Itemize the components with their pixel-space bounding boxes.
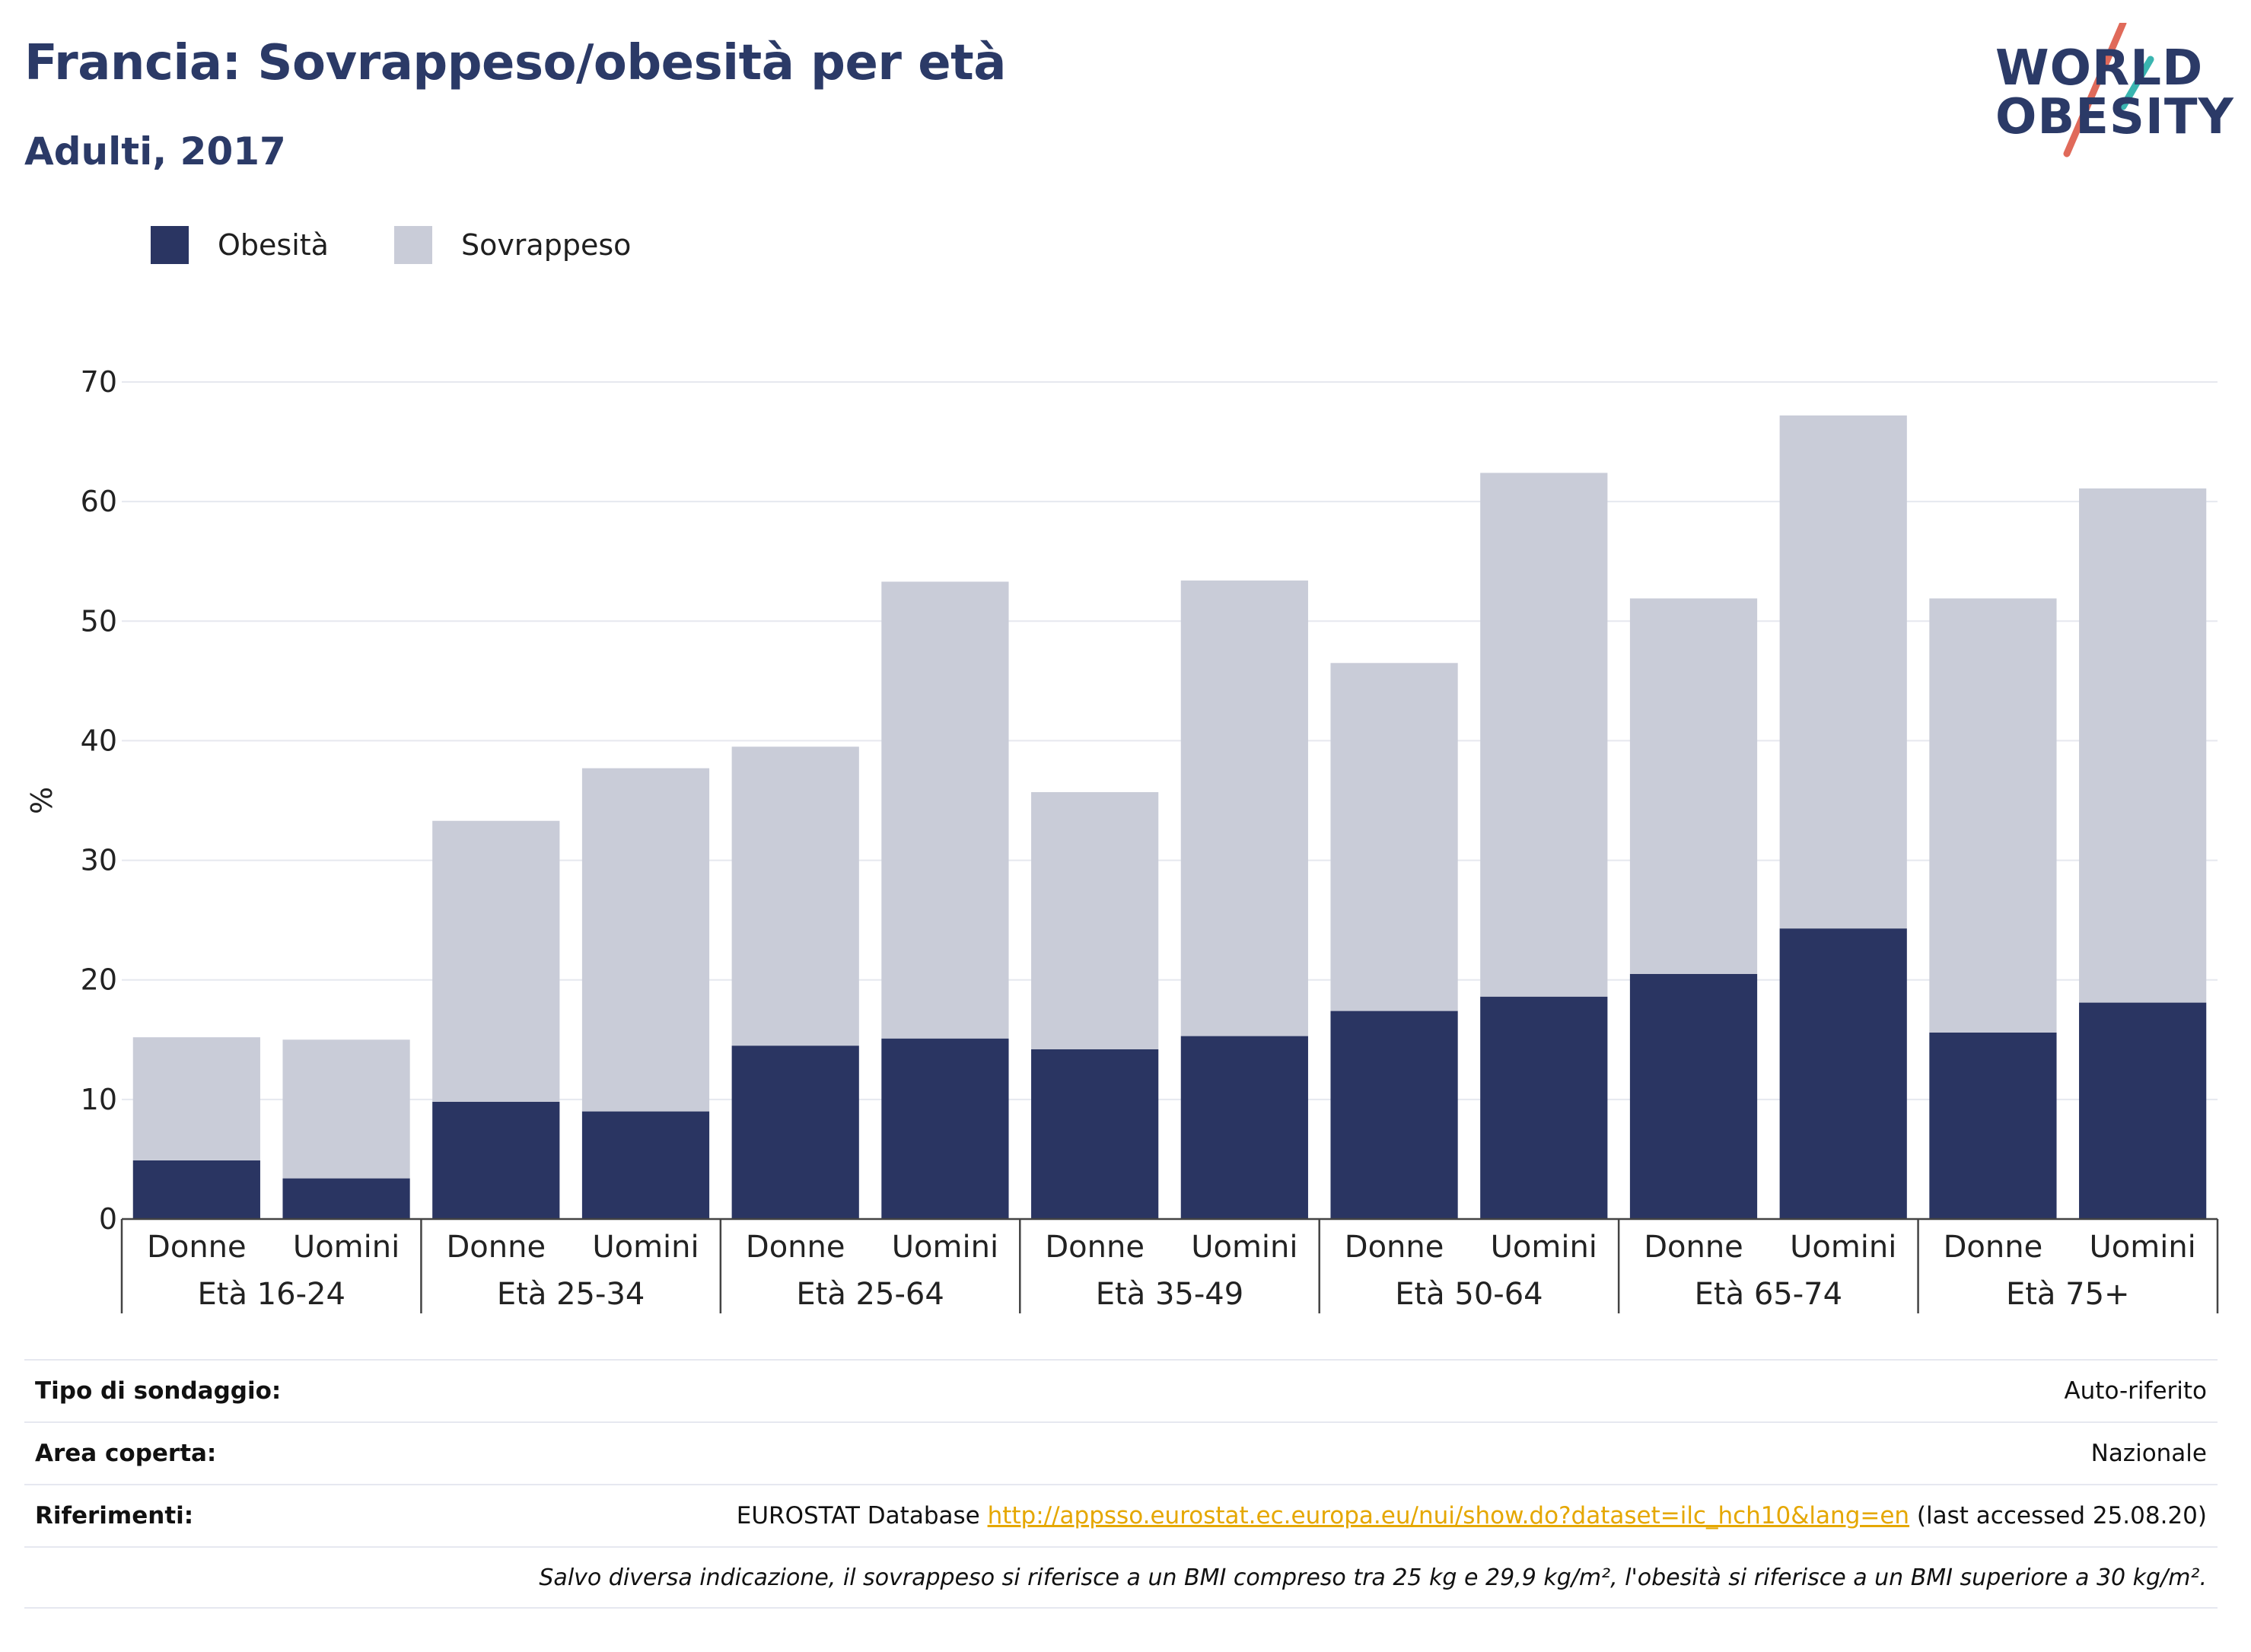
area-covered-label: Area coperta:	[35, 1440, 217, 1467]
bar-obesity	[881, 1038, 1009, 1219]
area-covered-value: Nazionale	[2090, 1440, 2207, 1467]
x-subcategory-label: Donne	[1345, 1230, 1444, 1265]
x-subcategory-label: Donne	[746, 1230, 845, 1265]
bar-obesity	[282, 1178, 410, 1219]
bar-overweight	[132, 1037, 260, 1160]
y-tick-label: 40	[81, 724, 117, 757]
x-group-label: Età 50-64	[1395, 1277, 1543, 1312]
x-subcategory-label: Donne	[1045, 1230, 1145, 1265]
y-tick-label: 0	[99, 1202, 117, 1236]
references-label: Riferimenti:	[35, 1502, 194, 1529]
bar-obesity	[731, 1046, 859, 1219]
x-group-label: Età 16-24	[198, 1277, 345, 1312]
bar-overweight	[881, 581, 1009, 1039]
bar-overweight	[1180, 580, 1308, 1036]
bar-obesity	[1629, 973, 1758, 1219]
references-source: EUROSTAT Database	[736, 1502, 980, 1529]
y-tick-label: 20	[81, 963, 117, 997]
legend-item-overweight: Sovrappeso	[393, 226, 632, 264]
bar-overweight	[1480, 473, 1608, 997]
bar-overweight	[581, 768, 710, 1112]
page-subtitle: Adulti, 2017	[24, 129, 286, 173]
bar-overweight	[731, 746, 859, 1046]
references-link[interactable]: http://appsso.eurostat.ec.europa.eu/nui/…	[987, 1502, 1910, 1529]
bar-overweight	[1330, 663, 1458, 1011]
bar-obesity	[1480, 996, 1608, 1219]
bmi-note: Salvo diversa indicazione, il sovrappeso…	[539, 1564, 2207, 1591]
legend-label-overweight: Sovrappeso	[460, 228, 632, 262]
bar-overweight	[1779, 415, 1907, 929]
bar-obesity	[1929, 1032, 2057, 1219]
bar-obesity	[1031, 1049, 1159, 1219]
logo-slash-icon	[2063, 23, 2154, 158]
x-subcategory-label: Donne	[1644, 1230, 1743, 1265]
x-group-label: Età 25-34	[497, 1277, 645, 1312]
bar-overweight	[1031, 792, 1159, 1049]
y-axis-label: %	[25, 787, 59, 814]
info-table: Tipo di sondaggio: Auto-riferito Area co…	[24, 1359, 2218, 1609]
x-subcategory-label: Uomini	[1790, 1230, 1896, 1265]
bar-obesity	[1330, 1011, 1458, 1219]
x-subcategory-label: Uomini	[2089, 1230, 2195, 1265]
logo-text-obesity: OBESITY	[1995, 89, 2234, 145]
x-group-label: Età 35-49	[1096, 1277, 1243, 1312]
x-group-label: Età 25-64	[796, 1277, 944, 1312]
info-row-area: Area coperta: Nazionale	[24, 1421, 2218, 1484]
references-accessed: (last accessed 25.08.20)	[1916, 1502, 2207, 1529]
bar-chart: 0 10 20 30 40 50 60 70% Donne Uomini Età 16-24 Donn…	[25, 365, 2219, 1313]
chart-legend: Obesità Sovrappeso	[151, 225, 696, 265]
x-subcategory-label: Donne	[446, 1230, 546, 1265]
bar-obesity	[432, 1102, 560, 1219]
x-subcategory-label: Donne	[147, 1230, 247, 1265]
y-tick-label: 70	[81, 365, 117, 399]
y-tick-label: 60	[81, 485, 117, 518]
bar-obesity	[581, 1111, 710, 1219]
x-subcategory-label: Uomini	[892, 1230, 998, 1265]
legend-swatch-overweight	[393, 226, 432, 264]
bar-obesity	[1779, 928, 1907, 1219]
x-subcategory-label: Uomini	[592, 1230, 699, 1265]
bar-obesity	[132, 1160, 260, 1219]
legend-swatch-obesity	[151, 226, 189, 264]
bar-overweight	[1929, 598, 2057, 1033]
bar-overweight	[432, 820, 560, 1102]
survey-type-value: Auto-riferito	[2064, 1377, 2207, 1405]
bar-overweight	[282, 1039, 410, 1179]
bar-obesity	[1180, 1036, 1308, 1219]
y-tick-label: 10	[81, 1083, 117, 1116]
y-tick-label: 30	[81, 844, 117, 877]
survey-type-label: Tipo di sondaggio:	[35, 1377, 282, 1405]
legend-item-obesity: Obesità	[151, 226, 329, 264]
page-title: Francia: Sovrappeso/obesità per età	[24, 35, 1006, 91]
bar-overweight	[1629, 598, 1758, 974]
x-subcategory-label: Uomini	[293, 1230, 400, 1265]
references-value: EUROSTAT Database http://appsso.eurostat…	[737, 1502, 2207, 1529]
x-subcategory-label: Uomini	[1191, 1230, 1297, 1265]
logo-text-world: WORLD	[1995, 40, 2204, 97]
x-group-label: Età 65-74	[1695, 1277, 1842, 1312]
x-subcategory-label: Donne	[1944, 1230, 2043, 1265]
info-row-survey: Tipo di sondaggio: Auto-riferito	[24, 1359, 2218, 1421]
info-row-note: Salvo diversa indicazione, il sovrappeso…	[24, 1546, 2218, 1609]
world-obesity-logo: WORLD OBESITY	[1979, 23, 2237, 160]
info-row-references: Riferimenti: EUROSTAT Database http://ap…	[24, 1484, 2218, 1546]
x-group-label: Età 75+	[2006, 1277, 2130, 1312]
y-tick-label: 50	[81, 604, 117, 638]
x-subcategory-label: Uomini	[1491, 1230, 1597, 1265]
bar-overweight	[2079, 488, 2207, 1003]
legend-label-obesity: Obesità	[218, 228, 329, 262]
bar-obesity	[2079, 1002, 2207, 1219]
